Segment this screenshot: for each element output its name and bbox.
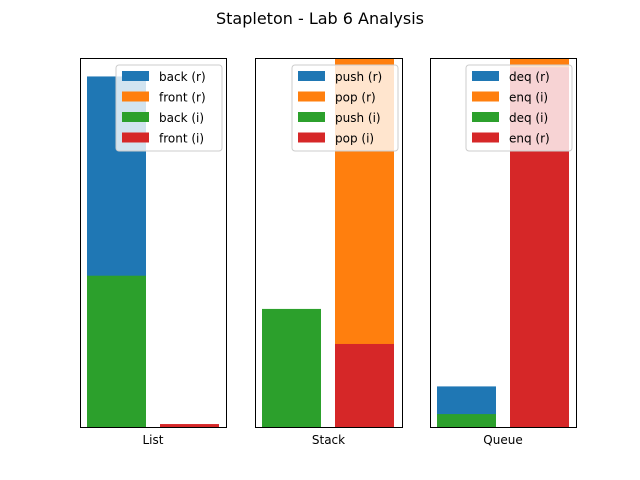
x-axis-label: List	[143, 433, 164, 447]
legend-entry: back (i)	[159, 111, 204, 125]
bar-deq-i	[437, 414, 496, 427]
legend-entry: front (i)	[159, 132, 204, 146]
legend-entry: enq (r)	[509, 132, 550, 146]
legend-swatch	[298, 91, 325, 102]
legend-entry: enq (i)	[509, 91, 548, 105]
legend-swatch	[298, 71, 325, 81]
legend-box	[291, 64, 399, 152]
legend: push (r) pop (r) push (i) pop (i)	[291, 64, 399, 152]
axes-frame	[430, 58, 577, 428]
legend: back (r) front (r) back (i) front (i)	[115, 64, 223, 152]
subplots: List back (r) front (r) back (i) front (i) St…	[80, 58, 577, 447]
x-axis-label: Queue	[483, 433, 522, 447]
legend-entry: front (r)	[159, 91, 206, 105]
legend-entry: pop (r)	[335, 91, 376, 105]
subplot-queue: Queue deq (r) enq (i) deq (i) enq (r)	[430, 58, 577, 447]
legend-swatch	[122, 71, 149, 81]
axes-frame	[80, 58, 227, 428]
legend-swatch	[298, 132, 325, 143]
bar-back-i	[87, 275, 146, 427]
legend-entry: push (i)	[335, 111, 381, 125]
legend-swatch	[472, 132, 499, 143]
legend-swatch	[122, 132, 149, 143]
legend-swatch	[122, 91, 149, 102]
legend-entry: deq (i)	[509, 111, 548, 125]
legend-swatch	[122, 112, 149, 122]
legend-swatch	[298, 112, 325, 122]
legend-swatch	[472, 71, 499, 81]
bar-pop-i	[335, 343, 394, 427]
figure-title: Stapleton - Lab 6 Analysis	[216, 9, 424, 28]
axes-frame	[255, 58, 403, 428]
legend-box	[115, 64, 223, 152]
legend-entry: pop (i)	[335, 132, 374, 146]
bar-front-i	[160, 424, 219, 427]
x-axis-label: Stack	[312, 433, 345, 447]
legend-swatch	[472, 91, 499, 102]
subplot-stack: Stack push (r) pop (r) push (i) pop (i)	[255, 58, 403, 447]
legend: deq (r) enq (i) deq (i) enq (r)	[465, 64, 573, 152]
legend-box	[465, 64, 573, 152]
legend-entry: push (r)	[335, 70, 382, 84]
legend-swatch	[472, 112, 499, 122]
legend-entry: back (r)	[159, 70, 206, 84]
subplot-list: List back (r) front (r) back (i) front (i)	[80, 58, 227, 447]
bar-push-i	[262, 308, 321, 427]
legend-entry: deq (r)	[509, 70, 550, 84]
